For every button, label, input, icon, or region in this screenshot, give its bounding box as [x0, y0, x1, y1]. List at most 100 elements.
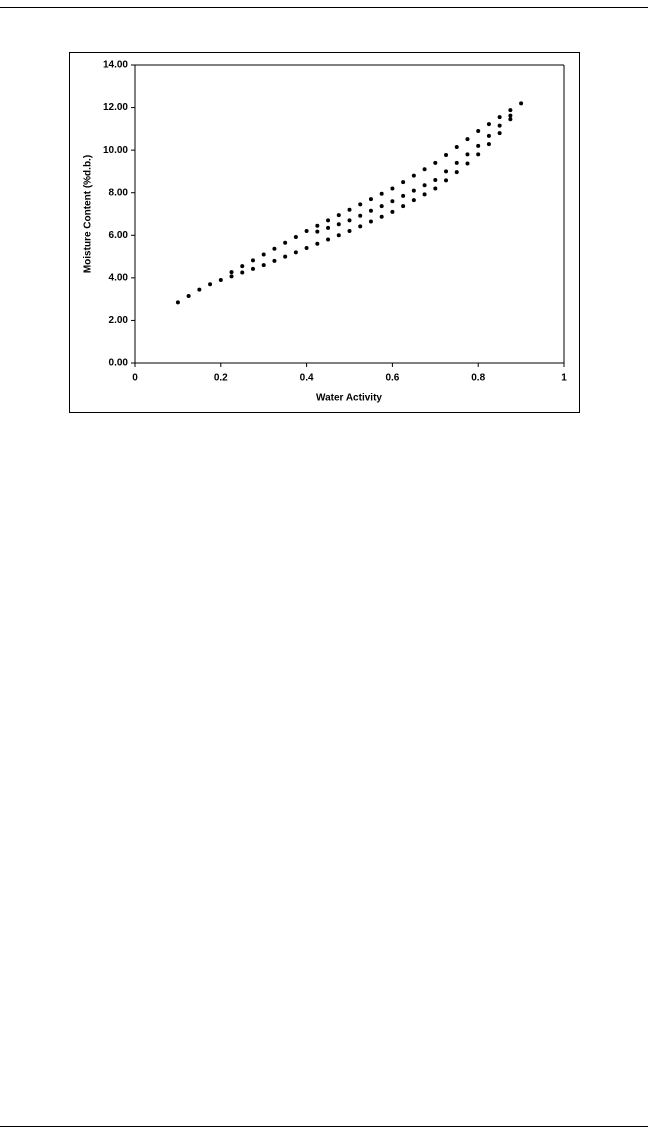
data-point	[401, 193, 406, 198]
data-point	[454, 170, 459, 175]
data-point	[379, 214, 384, 219]
data-point	[368, 197, 373, 202]
data-point	[401, 180, 406, 185]
data-point	[208, 282, 213, 287]
data-point	[358, 224, 363, 229]
data-point	[476, 128, 481, 133]
x-tick-label: 1	[561, 373, 567, 384]
y-tick-label: 8.00	[109, 187, 129, 198]
data-point	[272, 246, 277, 251]
data-point	[486, 122, 491, 127]
data-point	[444, 153, 449, 158]
data-point	[433, 186, 438, 191]
x-axis-title: Water Activity	[316, 393, 382, 404]
data-point	[229, 274, 234, 279]
data-point	[358, 202, 363, 207]
data-point	[304, 229, 309, 234]
x-tick-label: 0.8	[471, 373, 485, 384]
data-point	[304, 246, 309, 251]
data-point	[326, 225, 331, 230]
data-point	[411, 173, 416, 178]
data-point	[240, 270, 245, 275]
chart: Water Activity Moisture Content (%d.b.) …	[69, 52, 580, 413]
data-point	[368, 208, 373, 213]
data-point	[444, 169, 449, 174]
x-tick-label: 0.6	[385, 373, 399, 384]
data-point	[486, 142, 491, 147]
data-point	[508, 117, 513, 122]
data-point	[497, 123, 502, 128]
data-point	[250, 258, 255, 263]
data-point	[315, 241, 320, 246]
y-tick-label: 0.00	[109, 358, 129, 369]
y-axis-title: Moisture Content (%d.b.)	[83, 155, 94, 273]
data-point	[347, 218, 352, 223]
data-point	[379, 204, 384, 209]
data-point	[422, 192, 427, 197]
data-point	[476, 152, 481, 157]
y-tick-label: 14.00	[103, 60, 128, 71]
data-point	[326, 237, 331, 242]
data-point	[508, 113, 513, 118]
data-point	[411, 188, 416, 193]
data-point	[390, 209, 395, 214]
data-point	[272, 258, 277, 263]
data-point	[315, 229, 320, 234]
data-point	[508, 108, 513, 113]
data-point	[433, 177, 438, 182]
x-tick-label: 0.4	[300, 373, 314, 384]
y-tick-label: 2.00	[109, 315, 129, 326]
data-point	[336, 222, 341, 227]
data-point	[465, 152, 470, 157]
data-point	[368, 219, 373, 224]
x-tick-label: 0.2	[214, 373, 228, 384]
footer-rule	[0, 1126, 648, 1127]
data-point	[476, 143, 481, 148]
data-point	[336, 213, 341, 218]
data-point	[486, 133, 491, 138]
data-point	[465, 161, 470, 166]
data-point	[261, 252, 266, 257]
chart-frame	[69, 52, 580, 413]
data-point	[519, 101, 524, 106]
data-point	[433, 160, 438, 165]
data-point	[411, 198, 416, 203]
data-point	[293, 250, 298, 255]
data-point	[390, 186, 395, 191]
header-rule	[0, 7, 648, 8]
data-point	[347, 207, 352, 212]
data-point	[390, 199, 395, 204]
data-point	[454, 144, 459, 149]
y-tick-label: 12.00	[103, 102, 128, 113]
data-point	[197, 287, 202, 292]
data-point	[283, 240, 288, 245]
data-point	[283, 254, 288, 259]
data-point	[240, 264, 245, 269]
x-tick-label: 0	[132, 373, 138, 384]
data-point	[401, 204, 406, 209]
data-point	[336, 233, 341, 238]
data-point	[250, 266, 255, 271]
data-point	[326, 218, 331, 223]
data-point	[218, 277, 223, 282]
data-point	[497, 115, 502, 120]
data-point	[347, 229, 352, 234]
data-point	[465, 137, 470, 142]
y-tick-label: 6.00	[109, 230, 129, 241]
data-point	[229, 270, 234, 275]
y-tick-label: 10.00	[103, 145, 128, 156]
data-point	[293, 234, 298, 239]
data-point	[379, 191, 384, 196]
data-point	[186, 293, 191, 298]
data-point	[454, 160, 459, 165]
data-point	[358, 213, 363, 218]
data-point	[497, 131, 502, 136]
y-tick-label: 4.00	[109, 272, 129, 283]
data-point	[422, 183, 427, 188]
data-point	[422, 167, 427, 172]
data-point	[175, 300, 180, 305]
data-point	[261, 263, 266, 268]
data-point	[315, 223, 320, 228]
data-point	[444, 178, 449, 183]
